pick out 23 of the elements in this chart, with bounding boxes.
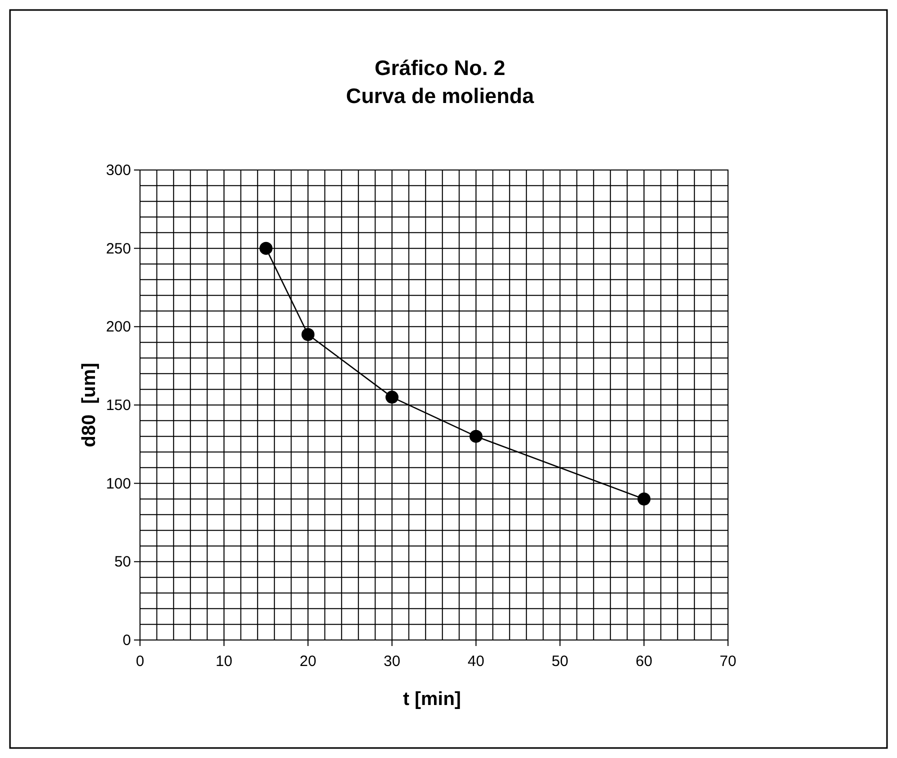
- point: [638, 492, 650, 506]
- point: [260, 242, 272, 255]
- x-tick-label: 0: [136, 653, 144, 670]
- point: [470, 430, 482, 443]
- y-axis-title: d80 [um]: [79, 362, 100, 448]
- x-tick-label: 20: [300, 653, 316, 670]
- x-tick-label: 40: [468, 653, 484, 670]
- x-tick-label: 50: [552, 653, 568, 670]
- point: [386, 390, 398, 404]
- chart-title: Gráfico No. 2 Curva de molienda: [346, 57, 534, 108]
- x-tick-label: 70: [720, 653, 736, 670]
- y-tick-label: 0: [122, 632, 131, 649]
- x-tick-label: 60: [636, 653, 652, 670]
- y-tick-label: 50: [114, 554, 131, 571]
- y-tick-label: 250: [106, 240, 131, 258]
- x-tick-label: 10: [216, 653, 232, 670]
- x-tick-label: 30: [384, 653, 400, 670]
- point: [302, 328, 314, 341]
- y-tick-label: 150: [106, 397, 131, 414]
- x-axis-title: t [min]: [402, 689, 462, 710]
- y-tick-label: 100: [106, 475, 131, 492]
- y-tick-label: 300: [106, 162, 131, 179]
- y-tick-label: 200: [106, 318, 131, 336]
